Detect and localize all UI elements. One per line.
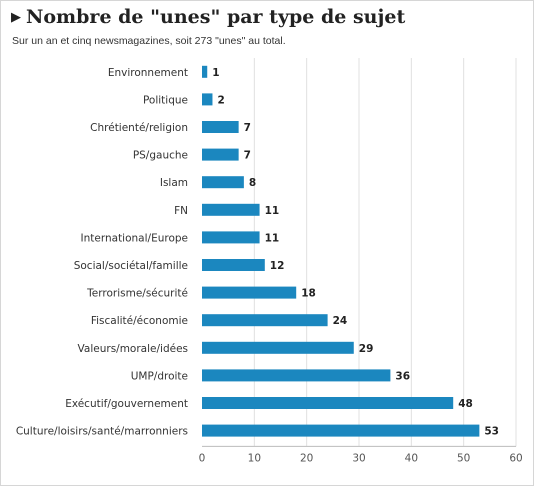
category-label: UMP/droite [131, 370, 188, 382]
bar [202, 93, 213, 106]
bar [202, 341, 354, 354]
category-label: PS/gauche [133, 150, 188, 162]
data-label: 7 [244, 150, 251, 162]
data-label: 12 [270, 260, 285, 272]
data-label: 24 [333, 315, 348, 327]
category-label: Politique [143, 94, 188, 106]
bar [202, 203, 260, 216]
category-label: Islam [160, 177, 188, 189]
chart-subtitle: Sur un an et cinq newsmagazines, soit 27… [12, 35, 286, 47]
category-label: Valeurs/morale/idées [78, 343, 188, 355]
bar [202, 148, 239, 161]
category-labels: Environnement Politique Chrétienté/religio… [16, 67, 188, 438]
data-label: 7 [244, 122, 251, 134]
bar [202, 397, 454, 409]
bar [202, 286, 297, 299]
chart-title: ▶ Nombre de "unes" par type de sujet [11, 6, 405, 28]
x-tick-label: 0 [199, 452, 206, 464]
category-label: International/Europe [81, 232, 188, 244]
data-label: 53 [484, 426, 499, 438]
bar [202, 259, 265, 271]
x-tick-label: 20 [300, 452, 313, 464]
title-arrow-icon: ▶ [11, 10, 21, 25]
x-tick-label: 10 [248, 452, 261, 464]
x-tick-label: 60 [509, 452, 522, 464]
data-label: 8 [249, 177, 256, 189]
bar [202, 314, 328, 327]
x-tick-label: 50 [457, 452, 470, 464]
data-label: 1 [212, 67, 219, 79]
x-axis: 0 10 20 30 40 50 60 [199, 445, 523, 464]
data-label: 11 [265, 205, 280, 217]
bar [202, 65, 208, 78]
bar [202, 121, 239, 133]
bar [202, 424, 480, 437]
gridlines [253, 58, 517, 447]
bar [202, 176, 244, 189]
category-label: Chrétienté/religion [90, 122, 188, 134]
data-label: 2 [217, 94, 224, 106]
x-tick-label: 30 [352, 452, 365, 464]
data-label: 48 [458, 398, 473, 410]
bar [202, 369, 391, 382]
chart-title-text: Nombre de "unes" par type de sujet [26, 6, 406, 28]
category-label: Social/sociétal/famille [74, 260, 188, 272]
data-label: 11 [265, 232, 280, 244]
category-label: Environnement [108, 67, 188, 79]
category-label: Terrorisme/sécurité [86, 288, 188, 300]
data-label: 18 [301, 288, 316, 300]
category-label: FN [174, 205, 188, 217]
category-label: Exécutif/gouvernement [65, 398, 188, 410]
data-label: 29 [359, 343, 374, 355]
data-label: 36 [395, 370, 410, 382]
category-label: Culture/loisirs/santé/marronniers [16, 426, 188, 438]
x-tick-label: 40 [405, 452, 418, 464]
category-label: Fiscalité/économie [91, 315, 188, 327]
bar [202, 231, 260, 244]
